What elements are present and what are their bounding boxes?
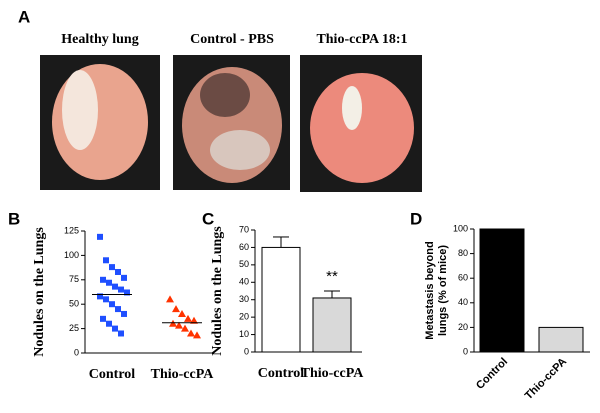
data-point bbox=[121, 310, 127, 317]
data-point bbox=[175, 321, 183, 329]
data-point bbox=[118, 330, 124, 337]
data-point bbox=[106, 320, 112, 327]
data-point bbox=[106, 279, 112, 286]
bar bbox=[479, 228, 525, 353]
data-point bbox=[109, 301, 115, 308]
lung bbox=[310, 73, 414, 183]
y-tick-label: 40 bbox=[239, 277, 249, 287]
y-tick-label: 100 bbox=[64, 250, 79, 260]
y-axis-label: lungs (% of mice) bbox=[437, 245, 449, 336]
y-tick-label: 100 bbox=[453, 223, 468, 233]
data-point bbox=[109, 264, 115, 271]
photo-title: Control - PBS bbox=[190, 32, 274, 47]
y-tick-label: 40 bbox=[458, 297, 468, 307]
nodules bbox=[200, 73, 250, 117]
bar bbox=[312, 297, 352, 353]
panel-label: C bbox=[202, 209, 214, 228]
panel-label: A bbox=[18, 7, 30, 26]
y-tick-label: 50 bbox=[239, 259, 249, 269]
data-point bbox=[100, 315, 106, 322]
data-point bbox=[190, 316, 198, 324]
y-tick-label: 0 bbox=[244, 346, 249, 356]
data-point bbox=[121, 274, 127, 281]
y-tick-label: 50 bbox=[69, 299, 79, 309]
data-point bbox=[118, 286, 124, 293]
y-axis-label: Nodules on the Lungs bbox=[32, 227, 47, 357]
x-tick-label: Thio-ccPA bbox=[151, 367, 215, 382]
y-axis-label: Metastasis beyond bbox=[424, 241, 436, 339]
tissue bbox=[342, 86, 362, 130]
data-point bbox=[124, 289, 130, 296]
data-point bbox=[100, 276, 106, 283]
data-point bbox=[187, 329, 195, 337]
x-tick-label: Control bbox=[258, 366, 305, 381]
y-tick-label: 10 bbox=[239, 329, 249, 339]
data-point bbox=[97, 293, 103, 300]
data-point bbox=[115, 306, 121, 313]
data-point bbox=[112, 325, 118, 332]
x-tick-label: Thio-ccPA bbox=[523, 356, 569, 402]
y-tick-label: 20 bbox=[239, 312, 249, 322]
data-point bbox=[103, 296, 109, 303]
panel-label: D bbox=[410, 209, 422, 228]
y-axis-label: Nodules on the Lungs bbox=[210, 226, 225, 356]
data-point bbox=[184, 314, 192, 322]
data-point bbox=[103, 257, 109, 264]
bar bbox=[261, 246, 301, 353]
y-tick-label: 60 bbox=[458, 273, 468, 283]
y-tick-label: 30 bbox=[239, 294, 249, 304]
significance: ** bbox=[326, 268, 338, 285]
data-point bbox=[181, 324, 189, 332]
bar bbox=[538, 326, 584, 353]
data-point bbox=[112, 283, 118, 290]
data-point bbox=[172, 305, 180, 313]
x-tick-label: Thio-ccPA bbox=[301, 366, 365, 381]
data-point bbox=[178, 309, 186, 317]
y-tick-label: 0 bbox=[74, 347, 79, 357]
tissue bbox=[62, 70, 98, 150]
x-tick-label: Control bbox=[474, 356, 510, 392]
y-tick-label: 75 bbox=[69, 274, 79, 284]
y-tick-label: 60 bbox=[239, 242, 249, 252]
data-point bbox=[115, 268, 121, 275]
y-tick-label: 125 bbox=[64, 225, 79, 235]
data-point bbox=[97, 233, 103, 240]
tissue bbox=[210, 130, 270, 170]
y-tick-label: 25 bbox=[69, 323, 79, 333]
y-tick-label: 80 bbox=[458, 248, 468, 258]
y-tick-label: 20 bbox=[458, 322, 468, 332]
panel-label: B bbox=[8, 209, 20, 228]
x-tick-label: Control bbox=[89, 367, 136, 382]
photo-title: Healthy lung bbox=[61, 32, 138, 47]
photo-title: Thio-ccPA 18:1 bbox=[316, 32, 407, 47]
y-tick-label: 70 bbox=[239, 224, 249, 234]
data-point bbox=[166, 295, 174, 303]
data-point bbox=[193, 331, 201, 339]
y-tick-label: 0 bbox=[463, 346, 468, 356]
photos bbox=[40, 55, 422, 192]
